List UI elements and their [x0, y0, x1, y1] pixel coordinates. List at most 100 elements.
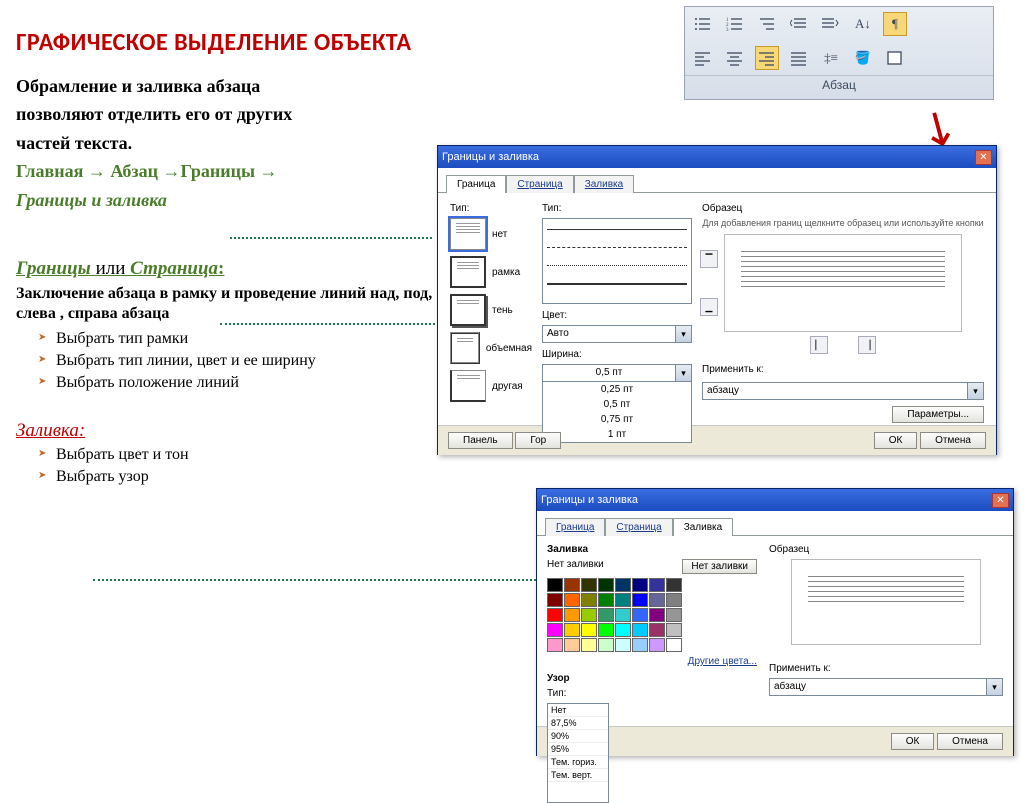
color-swatch[interactable] [649, 623, 665, 637]
color-swatch[interactable] [547, 593, 563, 607]
params-button[interactable]: Параметры... [892, 406, 984, 423]
close-icon[interactable]: ✕ [975, 150, 992, 165]
color-swatch[interactable] [666, 608, 682, 622]
type-option-shadow[interactable]: тень [450, 294, 532, 326]
pattern-list[interactable]: Нет 87,5% 90% 95% Тем. гориз. Тем. верт. [547, 703, 609, 803]
color-swatch[interactable] [547, 623, 563, 637]
color-swatch[interactable] [564, 638, 580, 652]
type-option-3d[interactable]: объемная [450, 332, 532, 364]
color-swatch[interactable] [649, 578, 665, 592]
color-swatch[interactable] [564, 623, 580, 637]
border-right-toggle[interactable]: ▕ [858, 336, 876, 354]
multilevel-icon[interactable] [755, 12, 779, 36]
tab-border[interactable]: Граница [545, 518, 605, 536]
tab-page[interactable]: Страница [506, 175, 573, 193]
type-option-custom[interactable]: другая [450, 370, 532, 402]
color-swatch[interactable] [632, 638, 648, 652]
pattern-option[interactable]: Нет [548, 704, 608, 717]
apply-dropdown[interactable]: абзацу▾ [702, 382, 984, 400]
width-dropdown[interactable]: 0,5 пт▾ [542, 364, 692, 382]
color-swatch[interactable] [632, 578, 648, 592]
tab-fill[interactable]: Заливка [574, 175, 635, 193]
indent-left-icon[interactable] [787, 12, 811, 36]
align-center-icon[interactable] [723, 46, 747, 70]
close-icon[interactable]: ✕ [992, 493, 1009, 508]
dialog-titlebar[interactable]: Границы и заливка ✕ [438, 146, 996, 168]
apply-dropdown[interactable]: абзацу▾ [769, 678, 1003, 696]
color-swatch[interactable] [564, 593, 580, 607]
color-swatch[interactable] [581, 638, 597, 652]
line-spacing-icon[interactable]: ‡≡ [819, 46, 843, 70]
width-option[interactable]: 1 пт [543, 427, 691, 442]
color-swatch[interactable] [615, 593, 631, 607]
tab-fill[interactable]: Заливка [673, 518, 734, 536]
color-swatch[interactable] [649, 638, 665, 652]
pattern-option[interactable]: Тем. верт. [548, 769, 608, 782]
bullets-icon[interactable] [691, 12, 715, 36]
color-swatch[interactable] [564, 578, 580, 592]
border-top-toggle[interactable]: ▔ [700, 250, 718, 268]
color-dropdown[interactable]: Авто▾ [542, 325, 692, 343]
color-swatch[interactable] [581, 623, 597, 637]
color-swatch[interactable] [649, 608, 665, 622]
ok-button[interactable]: ОК [891, 733, 935, 750]
pattern-option[interactable]: 90% [548, 730, 608, 743]
color-palette[interactable] [547, 578, 757, 652]
color-swatch[interactable] [615, 608, 631, 622]
color-swatch[interactable] [581, 578, 597, 592]
color-swatch[interactable] [632, 593, 648, 607]
dialog-titlebar[interactable]: Границы и заливка ✕ [537, 489, 1013, 511]
color-swatch[interactable] [547, 608, 563, 622]
color-swatch[interactable] [598, 578, 614, 592]
color-swatch[interactable] [632, 623, 648, 637]
more-colors-link[interactable]: Другие цвета... [688, 656, 757, 667]
align-left-icon[interactable] [691, 46, 715, 70]
nofill-button[interactable]: Нет заливки [682, 559, 757, 574]
line-style-list[interactable] [542, 218, 692, 304]
width-option[interactable]: 0,75 пт [543, 412, 691, 427]
color-swatch[interactable] [598, 593, 614, 607]
indent-right-icon[interactable] [819, 12, 843, 36]
color-swatch[interactable] [666, 593, 682, 607]
pattern-option[interactable]: Тем. гориз. [548, 756, 608, 769]
borders-icon[interactable] [883, 46, 907, 70]
color-swatch[interactable] [598, 623, 614, 637]
tab-border[interactable]: Граница [446, 175, 506, 193]
shading-icon[interactable]: 🪣 [851, 46, 875, 70]
color-swatch[interactable] [632, 608, 648, 622]
pattern-option[interactable]: 87,5% [548, 717, 608, 730]
color-swatch[interactable] [666, 578, 682, 592]
color-swatch[interactable] [666, 623, 682, 637]
numbering-icon[interactable]: 123 [723, 12, 747, 36]
justify-icon[interactable] [787, 46, 811, 70]
width-dropdown-list[interactable]: 0,25 пт 0,5 пт 0,75 пт 1 пт [542, 381, 692, 443]
cancel-button[interactable]: Отмена [937, 733, 1003, 750]
preview-box[interactable] [724, 234, 962, 332]
color-swatch[interactable] [598, 608, 614, 622]
color-swatch[interactable] [581, 593, 597, 607]
hline-button[interactable]: Гор [515, 432, 561, 449]
color-swatch[interactable] [598, 638, 614, 652]
color-swatch[interactable] [564, 608, 580, 622]
color-swatch[interactable] [666, 638, 682, 652]
color-swatch[interactable] [547, 578, 563, 592]
type-option-none[interactable]: нет [450, 218, 532, 250]
width-option[interactable]: 0,5 пт [543, 397, 691, 412]
align-right-icon[interactable] [755, 46, 779, 70]
pattern-option[interactable]: 95% [548, 743, 608, 756]
border-bottom-toggle[interactable]: ▁ [700, 298, 718, 316]
color-swatch[interactable] [615, 578, 631, 592]
panel-button[interactable]: Панель [448, 432, 513, 449]
color-swatch[interactable] [581, 608, 597, 622]
color-swatch[interactable] [615, 623, 631, 637]
width-option[interactable]: 0,25 пт [543, 382, 691, 397]
cancel-button[interactable]: Отмена [920, 432, 986, 449]
color-swatch[interactable] [615, 638, 631, 652]
type-option-box[interactable]: рамка [450, 256, 532, 288]
show-marks-icon[interactable]: ¶ [883, 12, 907, 36]
border-left-toggle[interactable]: ▏ [810, 336, 828, 354]
tab-page[interactable]: Страница [605, 518, 672, 536]
sort-icon[interactable]: A↓ [851, 12, 875, 36]
color-swatch[interactable] [547, 638, 563, 652]
ok-button[interactable]: ОК [874, 432, 918, 449]
